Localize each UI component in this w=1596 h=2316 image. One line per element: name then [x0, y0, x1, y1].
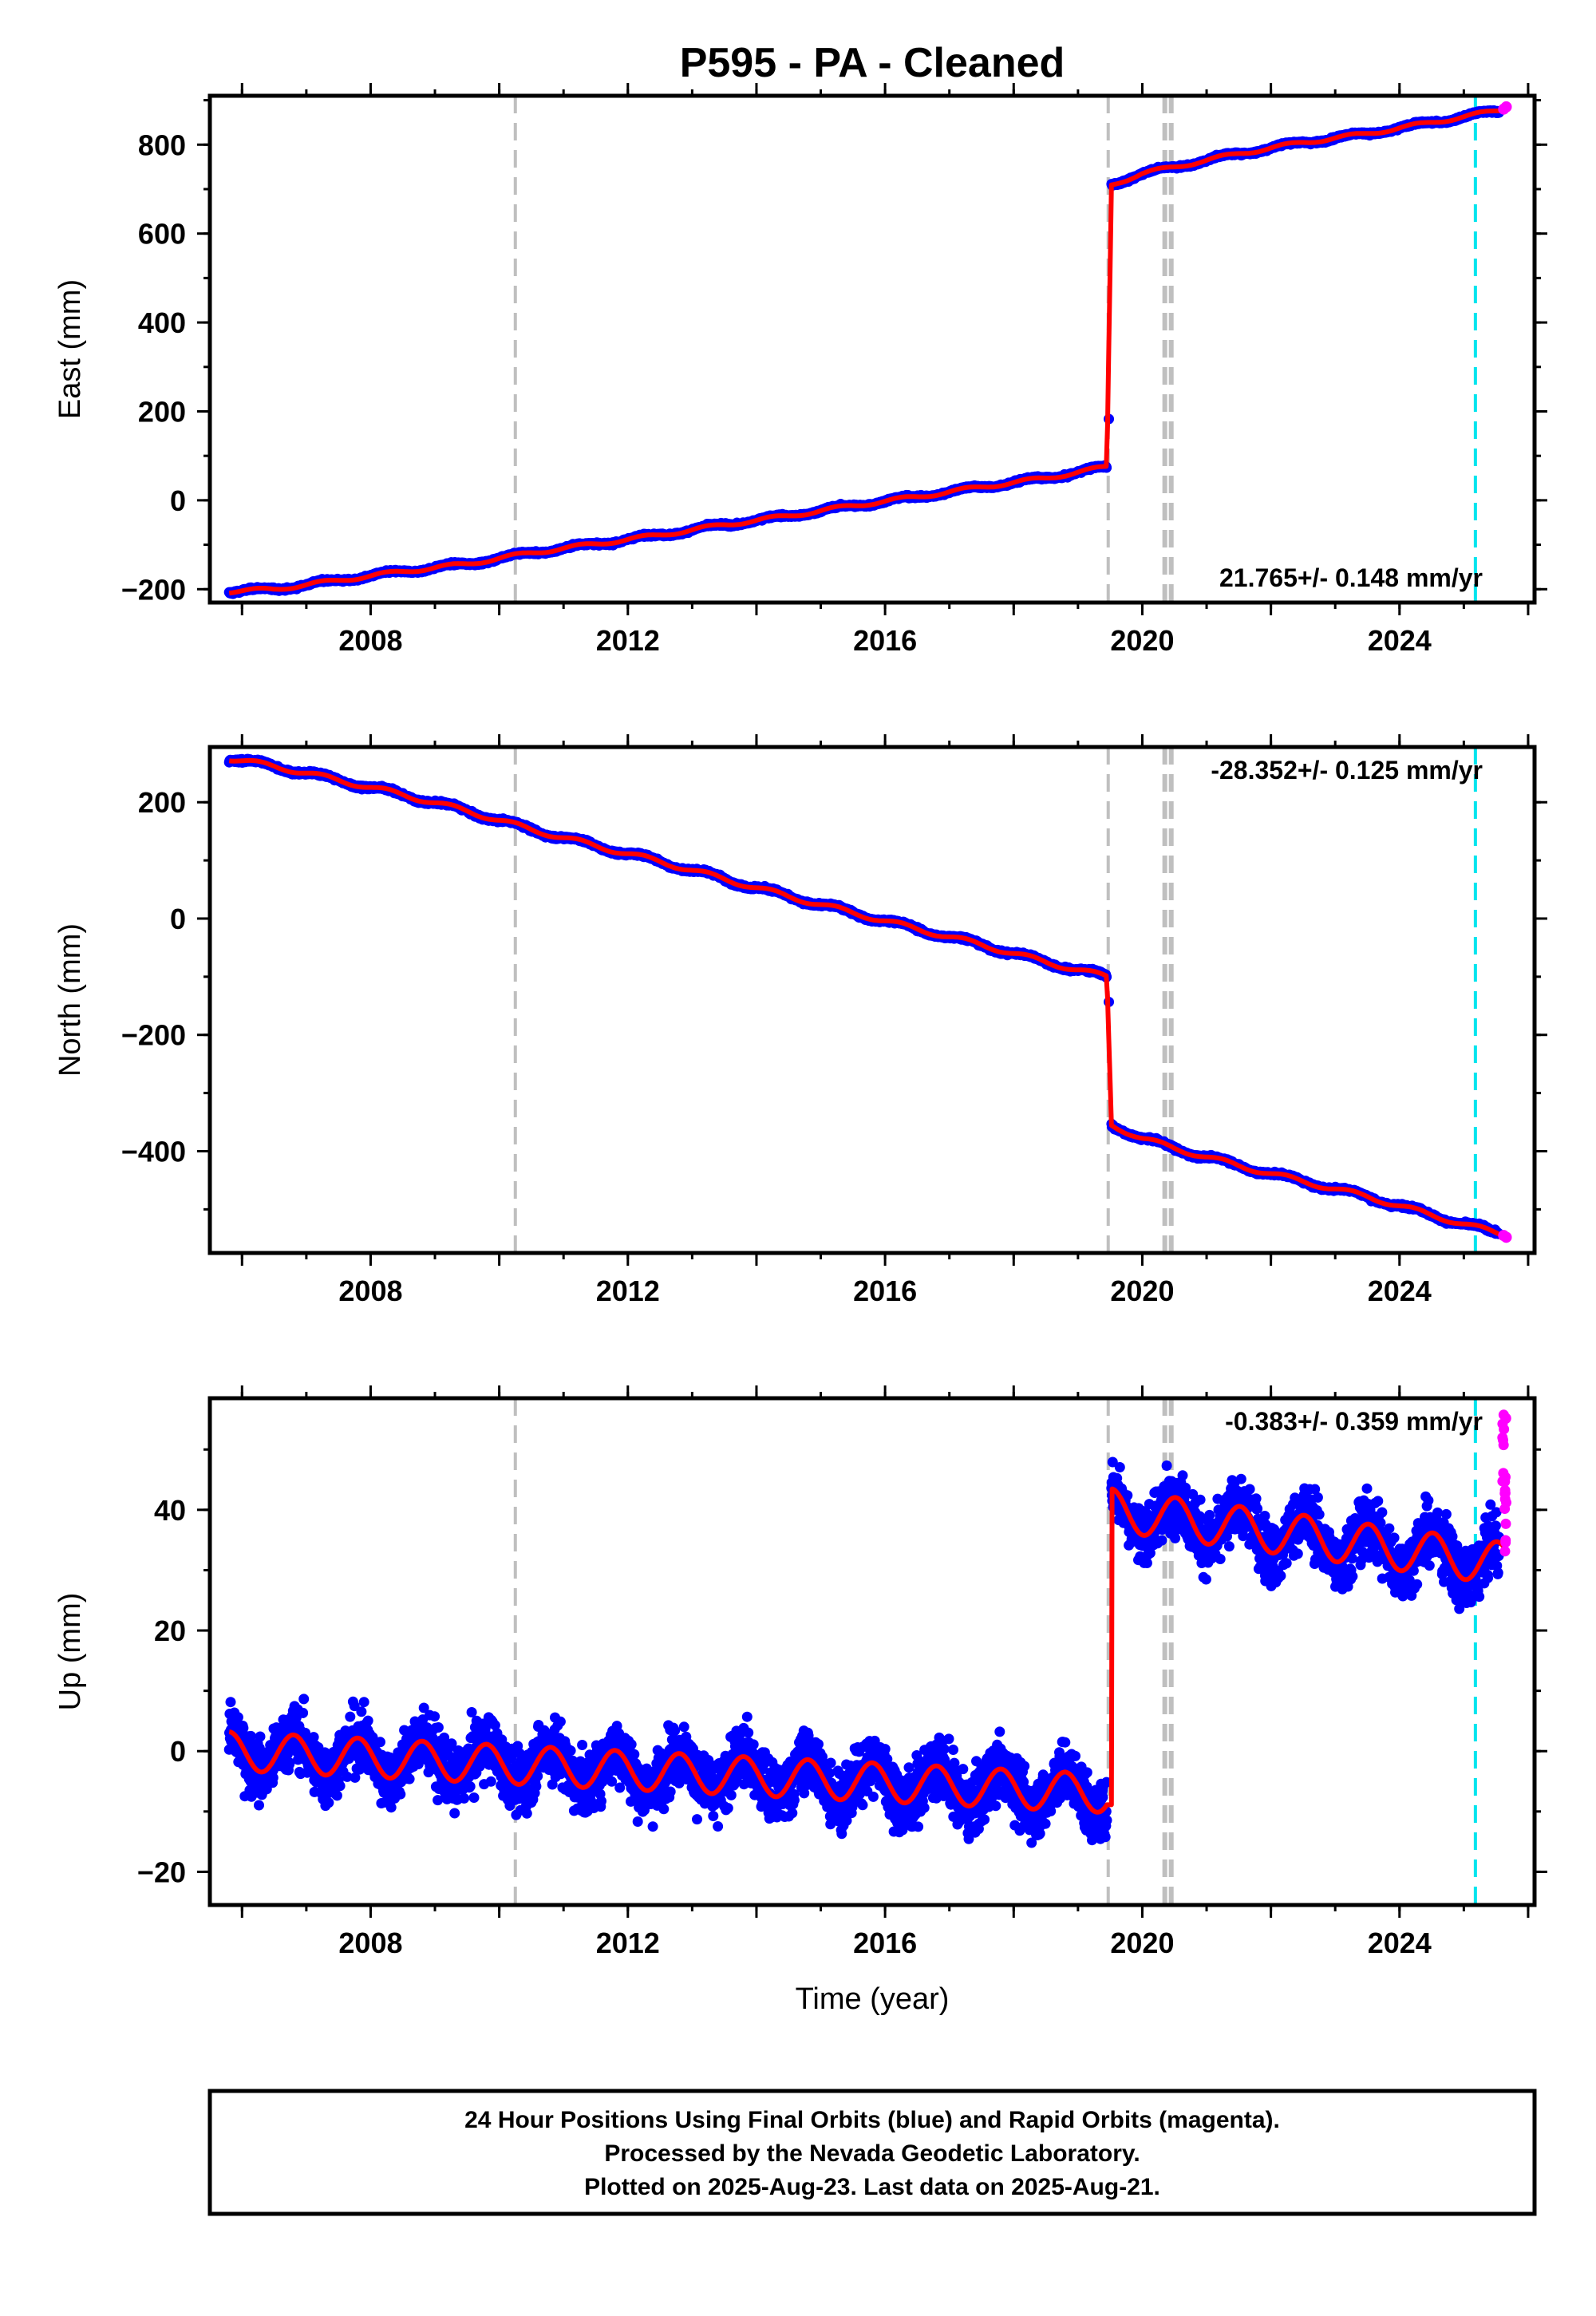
y-tick-label: 0	[170, 484, 186, 517]
x-tick-label: 2024	[1368, 624, 1432, 657]
east-plot-area	[223, 96, 1512, 603]
x-tick-label: 2012	[596, 624, 660, 657]
y-tick-label: 200	[138, 395, 186, 428]
north-plot-area	[223, 747, 1512, 1253]
east-y-axis-label: East (mm)	[53, 279, 87, 419]
rapid-orbit-point	[1500, 101, 1512, 113]
east-model-fit-line	[227, 108, 1507, 596]
east-frame	[207, 93, 1537, 605]
east-rate-label: 21.765+/- 0.148 mm/yr	[1219, 563, 1483, 592]
figure-title: P595 - PA - Cleaned	[680, 40, 1065, 86]
y-tick-label: 800	[138, 128, 186, 161]
x-tick-label: 2020	[1110, 624, 1174, 657]
east-panel: 2008 2012 2016 2020 2024 −200 0 200 400 600 800 Eas…	[53, 83, 1547, 657]
east-rapid-orbit-points	[1498, 101, 1512, 115]
east-ticks	[197, 83, 1547, 615]
y-tick-label: 600	[138, 218, 186, 251]
x-tick-label: 2008	[338, 624, 402, 657]
y-tick-label: 400	[138, 306, 186, 339]
y-tick-label: −200	[121, 573, 186, 606]
x-tick-label: 2016	[853, 624, 917, 657]
